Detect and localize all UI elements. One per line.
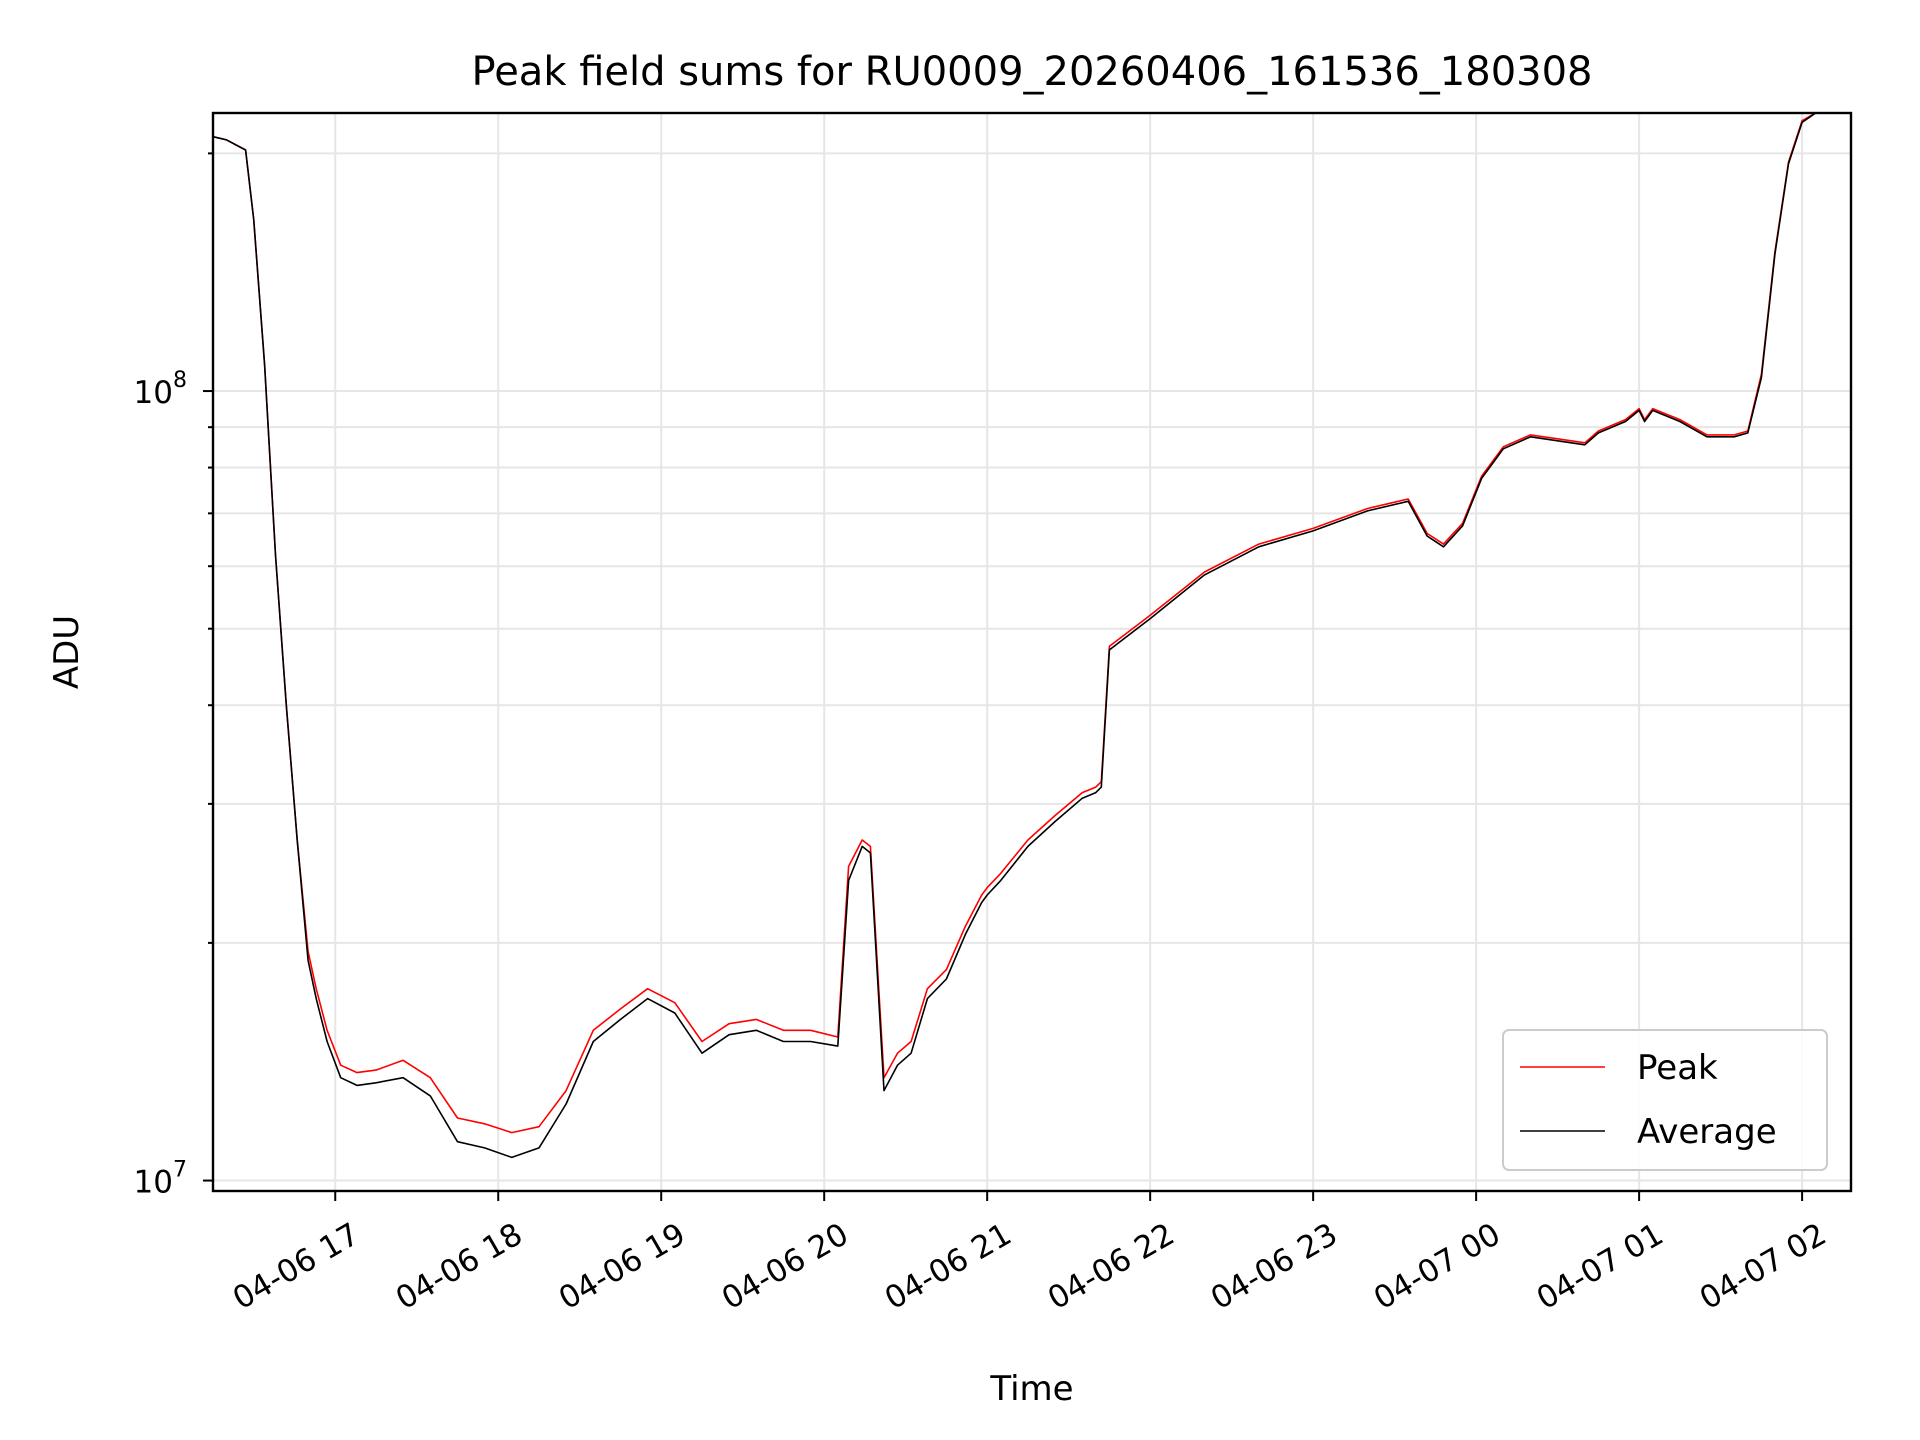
y-tick-label: 10 <box>134 1165 173 1201</box>
plot-frame <box>211 111 1853 1193</box>
legend-peak-label: Peak <box>1637 1048 1718 1088</box>
y-axis-label: ADU <box>47 615 87 689</box>
y-tick-label-exponent: 8 <box>173 368 187 393</box>
y-tick-label: 10 <box>134 375 173 411</box>
series-line-peak <box>212 112 1830 1134</box>
chart-title: Peak field sums for RU0009_20260406_1615… <box>472 49 1593 95</box>
legend-average-label: Average <box>1637 1112 1777 1152</box>
y-tick-label-exponent: 7 <box>173 1158 187 1183</box>
grid <box>213 113 1851 1191</box>
legend: Peak Average <box>1502 1029 1828 1171</box>
plot-area <box>212 112 1830 1159</box>
x-axis-label: Time <box>989 1369 1073 1409</box>
legend-box <box>1502 1029 1828 1171</box>
series-line-average <box>212 112 1830 1159</box>
